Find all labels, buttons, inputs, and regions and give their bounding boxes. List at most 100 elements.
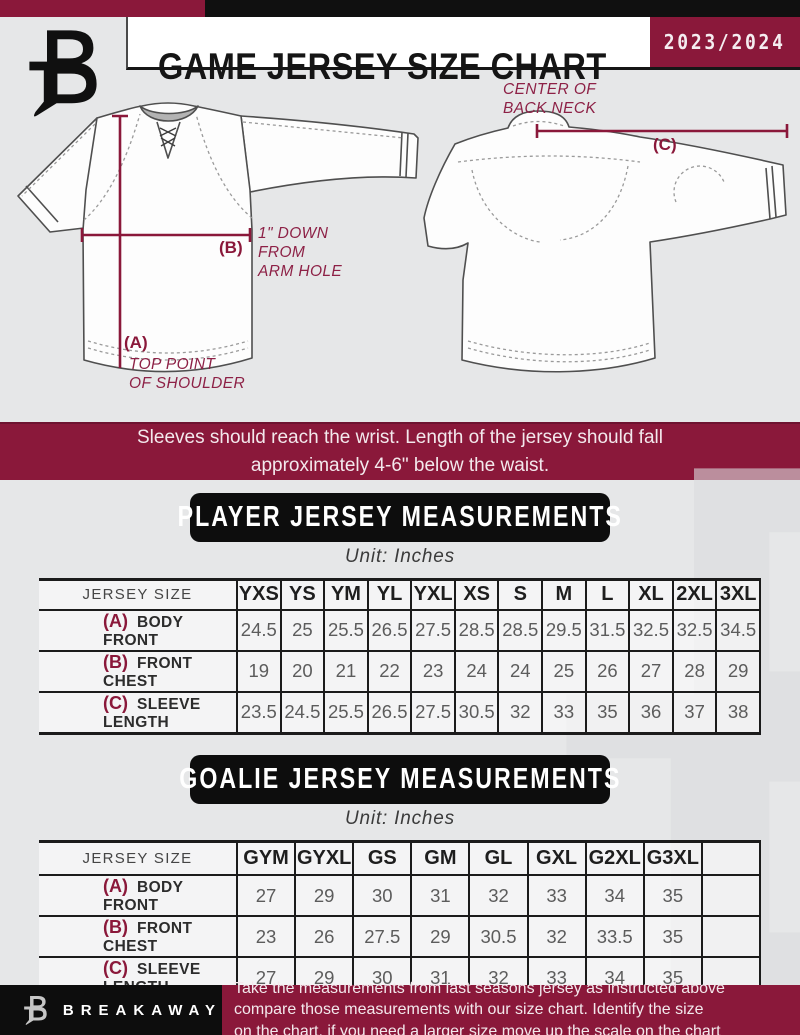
measurement-lines: [80, 114, 789, 368]
value-cell: 27.5: [410, 691, 455, 733]
value-cell: 27: [628, 650, 673, 692]
season-badge: 2023/2024: [650, 17, 800, 67]
col-header-size: 2XL: [671, 579, 717, 610]
value-cell: 24.5: [236, 609, 281, 651]
label-a-note: TOP POINT OF SHOULDER: [129, 356, 246, 392]
label-b-key: (B): [219, 238, 243, 257]
row-label: FRONT CHEST: [103, 920, 193, 955]
col-header-size: YM: [323, 579, 368, 610]
back-jersey-illustration: [423, 110, 787, 373]
value-cell: 23.5: [236, 691, 281, 733]
season-label: 2023/2024: [664, 30, 786, 54]
col-header-size: M: [541, 579, 586, 610]
value-cell: 31: [410, 875, 470, 916]
row-header-cell: (B) FRONT CHEST: [39, 916, 237, 957]
col-header-size: GM: [410, 841, 470, 875]
col-header-size: YL: [366, 579, 412, 610]
row-header-cell: (C)SLEEVE LENGTH: [39, 957, 237, 999]
goalie-section-title-pill: GOALIE JERSEY MEASUREMENTS: [179, 754, 619, 804]
table-row: (A) BODY FRONT 24.5 25 25.5 26.5 27.5 28.5 28.5 2…: [39, 609, 761, 651]
fit-notice-banner: Sleeves should reach the wrist. Length o…: [0, 422, 800, 480]
value-cell: 30.5: [453, 691, 499, 733]
value-cell: 24.5: [279, 691, 325, 733]
value-cell: 25.5: [323, 609, 368, 651]
table-row: (C) SLEEVE LENGTH 23.5 24.5 25.5 26.5 27.5 30.5…: [39, 691, 761, 733]
col-header-size: XL: [628, 579, 673, 610]
col-header-size: L: [584, 579, 630, 610]
value-cell: 25: [279, 609, 325, 651]
value-cell: 35: [642, 916, 702, 957]
value-cell: 32.5: [671, 609, 717, 651]
row-label: SLEEVE LENGTH: [103, 695, 201, 731]
value-cell: 23: [410, 650, 455, 692]
player-unit-label: Unit: Inches: [345, 546, 455, 567]
value-cell: 32: [526, 916, 586, 957]
value-cell: 26.5: [366, 691, 412, 733]
value-cell: 23: [235, 916, 296, 957]
col-header-size: GXL: [526, 841, 586, 875]
value-cell: 29: [410, 916, 470, 957]
col-header-size: S: [497, 579, 543, 610]
header-row: JERSEY SIZE GYM GYXL GS GM GL GXL G2XL G3XL: [39, 841, 762, 875]
value-cell: 32.5: [628, 609, 673, 651]
row-header-cell: (B) FRONT CHEST: [39, 651, 237, 692]
top-strip-maroon: [0, 0, 205, 17]
footer: BREAKAWAY Take the measurements from las…: [0, 980, 800, 1035]
brand-name: BREAKAWAY: [62, 1001, 222, 1019]
value-cell: 33.5: [584, 916, 644, 957]
player-measurements-table: JERSEY SIZE YXS YS YM YL YXL XS S M L XL 2XL 3XL (A) B…: [39, 578, 761, 735]
value-cell: 28.5: [453, 609, 499, 651]
col-header-jersey-size: JERSEY SIZE: [82, 849, 193, 867]
player-section-title-pill: PLAYER JERSEY MEASUREMENTS: [177, 493, 621, 542]
label-c-note: CENTER OF BACK NECK: [503, 81, 597, 117]
value-cell: 37: [671, 691, 717, 733]
goalie-section: GOALIE JERSEY MEASUREMENTS Unit: Inches …: [0, 735, 800, 1000]
value-cell: 38: [715, 691, 761, 733]
value-cell: [700, 916, 762, 957]
table-row: (B) FRONT CHEST 23 26 27.5 29 30.5 32 33.5 35: [39, 916, 762, 957]
value-cell: 33: [526, 875, 586, 916]
label-b-note: 1" DOWN FROM ARM HOLE: [258, 225, 343, 280]
row-header-cell: (A) BODY FRONT: [39, 875, 237, 916]
value-cell: 19: [236, 650, 281, 692]
value-cell: 32: [468, 875, 528, 916]
value-cell: 30: [352, 875, 412, 916]
value-cell: 27: [235, 875, 296, 916]
table-row: (A) BODY FRONT 27 29 30 31 32 33 34 35: [39, 875, 762, 916]
col-header-size: XS: [453, 579, 499, 610]
value-cell: 30.5: [468, 916, 528, 957]
row-key: (C): [103, 958, 128, 978]
front-jersey-illustration: [17, 102, 419, 373]
measure-line-a: [112, 114, 128, 368]
goalie-section-title: GOALIE JERSEY MEASUREMENTS: [178, 762, 622, 795]
value-cell: 21: [323, 650, 368, 692]
jersey-illustrations: [17, 102, 789, 373]
measurement-tables-area: PLAYER JERSEY MEASUREMENTS Unit: Inches …: [0, 480, 800, 985]
col-header-size: 3XL: [715, 579, 761, 610]
row-label: BODY FRONT: [103, 879, 184, 914]
col-header-size: GS: [352, 841, 412, 875]
top-accent-strip: [0, 0, 800, 17]
label-a-key: (A): [124, 333, 148, 352]
value-cell: 34.5: [715, 609, 761, 651]
goalie-unit-label: Unit: Inches: [345, 807, 455, 829]
col-header-jersey-size: JERSEY SIZE: [82, 586, 193, 604]
value-cell: 26: [584, 650, 630, 692]
value-cell: 27.5: [352, 916, 412, 957]
value-cell: 29.5: [541, 609, 586, 651]
value-cell: 34: [584, 875, 644, 916]
player-section: PLAYER JERSEY MEASUREMENTS Unit: Inches …: [0, 480, 800, 735]
value-cell: 22: [366, 650, 412, 692]
jersey-diagram-section: (A) TOP POINT OF SHOULDER (B) 1" DOWN FR…: [0, 70, 800, 422]
goalie-measurements-table: JERSEY SIZE GYM GYXL GS GM GL GXL G2XL G3XL (A) BO…: [39, 839, 762, 1000]
breakaway-logo-icon: [22, 24, 104, 120]
col-header-size: G2XL: [584, 841, 644, 875]
value-cell: 26: [294, 916, 354, 957]
value-cell: 25.5: [323, 691, 368, 733]
player-section-title: PLAYER JERSEY MEASUREMENTS: [177, 501, 623, 533]
value-cell: 29: [715, 650, 761, 692]
header-row: JERSEY SIZE YXS YS YM YL YXL XS S M L XL 2XL 3XL: [39, 579, 761, 610]
row-key: (B): [103, 917, 128, 937]
value-cell: 28: [671, 650, 717, 692]
